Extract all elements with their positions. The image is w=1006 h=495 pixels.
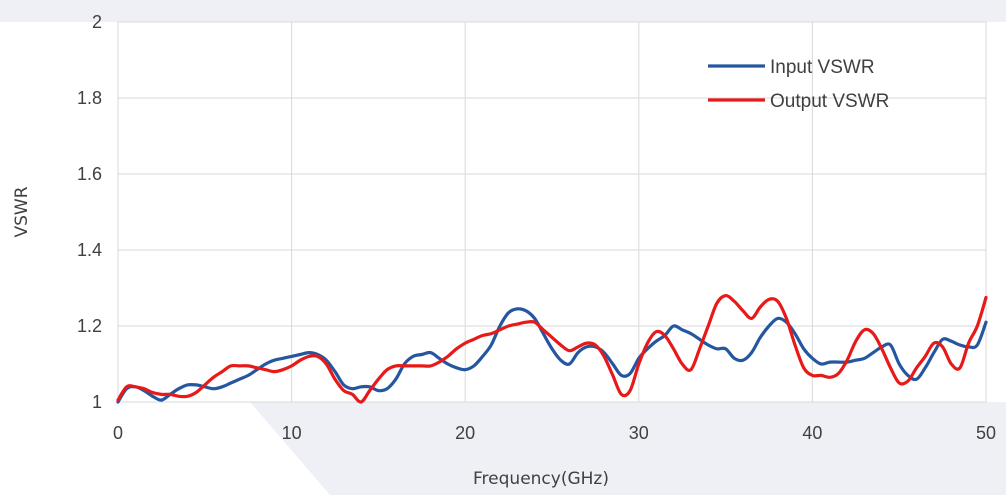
legend-label-input-vswr: Input VSWR [770,57,875,78]
gridlines [117,21,987,403]
x-tick-label: 30 [629,423,649,443]
x-tick-label: 40 [802,423,822,443]
series-lines [116,294,988,404]
x-axis-title: Frequency(GHz) [473,469,609,489]
bg-band-top [0,0,1006,22]
x-tick-label: 0 [113,423,123,443]
x-axis-ticks: 0 10 20 30 40 50 [113,423,996,443]
legend-label-output-vswr: Output VSWR [770,91,889,112]
series-line-input-vswr [116,307,988,404]
y-axis-ticks: 1 1.2 1.4 1.6 1.8 2 [77,12,102,412]
y-tick-label: 1.2 [77,316,102,336]
y-tick-label: 2 [92,12,102,32]
x-tick-label: 20 [455,423,475,443]
y-tick-label: 1.4 [77,240,102,260]
y-tick-label: 1.6 [77,164,102,184]
x-tick-label: 10 [282,423,302,443]
y-tick-label: 1.8 [77,88,102,108]
bg-band-bottom [250,402,1006,495]
legend: Input VSWR Output VSWR [708,57,889,112]
y-axis-title: VSWR [12,186,32,237]
series-line-output-vswr [116,294,988,404]
plot-area [118,22,986,402]
x-tick-label: 50 [976,423,996,443]
y-tick-label: 1 [92,392,102,412]
